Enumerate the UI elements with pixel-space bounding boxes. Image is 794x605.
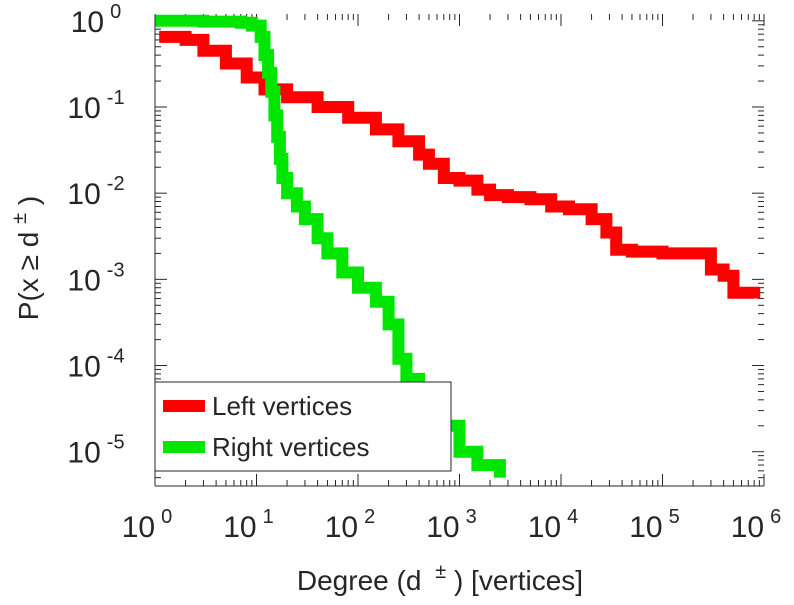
y-axis-label-suffix: ) — [13, 196, 44, 205]
y-tick-label-exp: -5 — [107, 432, 125, 454]
x-axis-label: Degree (d ± ) [vertices] — [297, 553, 583, 596]
y-tick-label: 10 -3 — [67, 259, 124, 297]
x-axis-label-suffix: ) [vertices] — [454, 565, 583, 596]
y-tick-label-base: 10 — [67, 437, 100, 470]
x-tick-label-exp: 6 — [770, 506, 781, 528]
x-axis-label-prefix: Degree (d — [297, 565, 422, 596]
x-tick-label-exp: 5 — [669, 506, 680, 528]
x-tick-label: 10 3 — [426, 506, 477, 544]
x-tick-label-base: 10 — [528, 511, 561, 544]
x-tick-label: 10 4 — [528, 506, 579, 544]
x-tick-label: 10 6 — [731, 506, 782, 544]
y-tick-label: 10 0 — [71, 1, 122, 39]
y-tick-label: 10 -5 — [67, 432, 124, 470]
x-tick-label-exp: 4 — [567, 506, 578, 528]
legend-label-left-vertices: Left vertices — [212, 391, 352, 421]
y-tick-label-base: 10 — [67, 92, 100, 125]
legend-box — [154, 381, 452, 472]
y-tick-label-exp: -4 — [107, 346, 125, 368]
x-tick-label-base: 10 — [629, 511, 662, 544]
x-axis-label-superscript: ± — [435, 561, 446, 583]
x-tick-label-exp: 1 — [263, 506, 274, 528]
x-tick-label-base: 10 — [731, 511, 764, 544]
y-axis-label-superscript: ± — [9, 213, 31, 224]
x-tick-label-base: 10 — [325, 511, 358, 544]
y-tick-label-base: 10 — [67, 178, 100, 211]
legend: Left vertices Right vertices — [154, 381, 452, 472]
y-axis-label-prefix: P(x ≥ d — [13, 232, 44, 321]
y-axis-label: P(x ≥ d ± ) — [1, 196, 44, 320]
x-tick-label: 10 1 — [223, 506, 274, 544]
y-tick-label-exp: -1 — [107, 87, 125, 109]
x-tick-label-exp: 3 — [466, 506, 477, 528]
x-tick-label-base: 10 — [426, 511, 459, 544]
y-tick-label: 10 -1 — [67, 87, 124, 125]
x-tick-label-exp: 0 — [161, 506, 172, 528]
y-tick-label: 10 -2 — [67, 173, 124, 211]
y-tick-label-base: 10 — [67, 351, 100, 384]
y-tick-label-base: 10 — [67, 264, 100, 297]
y-tick-label-base: 10 — [71, 6, 104, 39]
x-tick-label: 10 5 — [629, 506, 680, 544]
legend-label-right-vertices: Right vertices — [212, 432, 370, 462]
x-tick-label: 10 2 — [325, 506, 376, 544]
x-tick-label: 10 0 — [122, 506, 173, 544]
tick-label-layer: 10 0 10 1 10 2 10 3 10 4 10 5 10 6 10 0 10 -1 10 -2 10 -3 10 -4… — [67, 1, 781, 544]
axes-layer — [154, 14, 765, 487]
series-line-left-vertices — [159, 30, 761, 299]
y-tick-label-exp: -3 — [107, 259, 125, 281]
y-tick-label-exp: -2 — [107, 173, 125, 195]
y-tick-label-exp: 0 — [110, 1, 121, 23]
x-tick-label-exp: 2 — [364, 506, 375, 528]
x-tick-label-base: 10 — [223, 511, 256, 544]
y-tick-label: 10 -4 — [67, 346, 124, 384]
x-tick-label-base: 10 — [122, 511, 155, 544]
